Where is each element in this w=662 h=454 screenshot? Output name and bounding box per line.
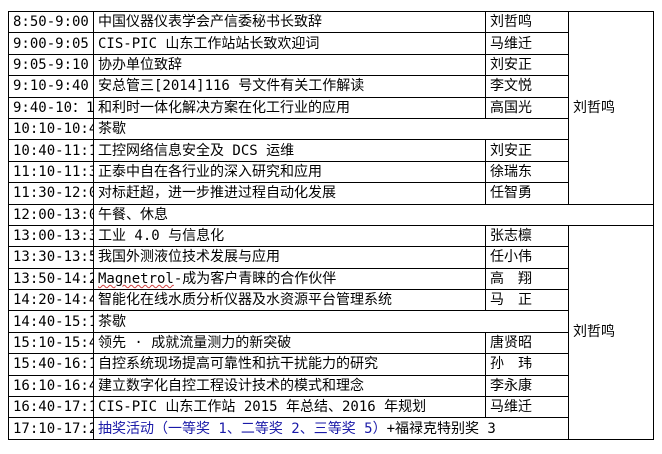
topic-cell: 抽奖活动（一等奖 1、二等奖 2、三等奖 5）+福禄克特别奖 3: [93, 417, 569, 440]
speaker-cell: 徐瑞东: [485, 160, 569, 184]
table-row: 13:50-14:20 Magnetrol-成为客户青睐的合作伙伴 高 翔: [8, 267, 654, 291]
time-cell: 13:00-13:30: [8, 224, 94, 248]
topic-cell: 建立数字化自控工程设计技术的模式和理念: [93, 374, 486, 398]
speaker-cell: 刘哲鸣: [485, 10, 569, 34]
time-cell: 9:05-9:10: [8, 53, 94, 77]
table-row: 11:30-12:00 对标赶超，进一步推进过程自动化发展 任智勇: [8, 182, 654, 205]
speaker-cell: 任智勇: [485, 182, 569, 205]
chair-cell: 刘哲鸣: [568, 11, 654, 205]
topic-cell: 智能化在线水质分析仪器及水资源平台管理系统: [93, 289, 486, 312]
time-cell: 16:10-16:40: [8, 374, 94, 398]
table-row: 13:30-13:50 我国外测液位技术发展与应用 任小伟: [8, 246, 654, 269]
table-row-lottery: 17:10-17:20 抽奖活动（一等奖 1、二等奖 2、三等奖 5）+福禄克特…: [8, 417, 654, 440]
speaker-cell: 孙 玮: [485, 353, 569, 376]
topic-cell: 对标赶超，进一步推进过程自动化发展: [93, 182, 486, 205]
table-row: 16:10-16:40 建立数字化自控工程设计技术的模式和理念 李永康: [8, 374, 654, 398]
topic-cell: 茶歇: [93, 117, 569, 141]
topic-cell: 和利时一体化解决方案在化工行业的应用: [93, 96, 486, 119]
speaker-cell: 马维迁: [485, 32, 569, 55]
table-row: 9:00-9:05 CIS-PIC 山东工作站站长致欢迎词 马维迁: [8, 32, 654, 55]
table-row: 10:10-10:40 茶歇: [8, 117, 654, 141]
spellcheck-word: Magnetrol: [98, 270, 174, 287]
time-cell: 8:50-9:00: [8, 10, 94, 34]
speaker-cell: 李文悦: [485, 75, 569, 98]
time-cell: 11:10-11:30: [8, 160, 94, 184]
time-cell: 9:00-9:05: [8, 32, 94, 55]
table-row: 10:40-11:10 工控网络信息安全及 DCS 运维 刘安正: [8, 139, 654, 162]
time-cell: 16:40-17:10: [8, 396, 94, 419]
lottery-text: 抽奖活动（一等奖 1、二等奖 2、三等奖 5）: [98, 420, 387, 437]
topic-text: -成为客户青睐的合作伙伴: [173, 270, 337, 287]
speaker-cell: 唐贤昭: [485, 331, 569, 355]
table-row: 9:05-9:10 协办单位致辞 刘安正: [8, 53, 654, 77]
topic-cell: 工控网络信息安全及 DCS 运维: [93, 139, 486, 162]
speaker-cell: 马维迁: [485, 396, 569, 419]
table-row: 9:40-10：10 和利时一体化解决方案在化工行业的应用 高国光: [8, 96, 654, 119]
time-cell: 9:10-9:40: [8, 75, 94, 98]
speaker-cell: 刘安正: [485, 53, 569, 77]
special-prize-text: +福禄克特别奖 3: [386, 420, 496, 437]
topic-cell: 茶歇: [93, 310, 569, 333]
time-cell: 12:00-13:00: [8, 203, 94, 226]
table-row: 14:20-14:40 智能化在线水质分析仪器及水资源平台管理系统 马 正: [8, 289, 654, 312]
time-cell: 9:40-10：10: [8, 96, 94, 119]
time-cell: 10:10-10:40: [8, 117, 94, 141]
table-row: 15:10-15:40 领先 · 成就流量测力的新突破 唐贤昭: [8, 331, 654, 355]
topic-cell: 领先 · 成就流量测力的新突破: [93, 331, 486, 355]
speaker-cell: 张志檩: [485, 224, 569, 248]
topic-cell: 中国仪器仪表学会产信委秘书长致辞: [93, 10, 486, 34]
time-cell: 13:50-14:20: [8, 267, 94, 291]
table-row: 8:50-9:00 中国仪器仪表学会产信委秘书长致辞 刘哲鸣 刘哲鸣: [8, 10, 654, 205]
time-cell: 14:40-15:10: [8, 310, 94, 333]
time-cell: 15:10-15:40: [8, 331, 94, 355]
topic-cell: 工业 4.0 与信息化: [93, 224, 486, 248]
topic-cell: 正泰中自在各行业的深入研究和应用: [93, 160, 486, 184]
topic-cell: 我国外测液位技术发展与应用: [93, 246, 486, 269]
topic-cell: Magnetrol-成为客户青睐的合作伙伴: [93, 267, 486, 291]
time-cell: 17:10-17:20: [8, 417, 94, 440]
topic-cell: 午餐、休息: [93, 203, 654, 226]
table-row-lunch: 12:00-13:00 午餐、休息: [8, 203, 654, 226]
speaker-cell: 高 翔: [485, 267, 569, 291]
chair-cell: 刘哲鸣: [568, 224, 654, 440]
time-cell: 13:30-13:50: [8, 246, 94, 269]
topic-cell: 自控系统现场提高可靠性和抗干扰能力的研究: [93, 353, 486, 376]
speaker-cell: 马 正: [485, 289, 569, 312]
speaker-cell: 任小伟: [485, 246, 569, 269]
topic-cell: CIS-PIC 山东工作站站长致欢迎词: [93, 32, 486, 55]
time-cell: 11:30-12:00: [8, 182, 94, 205]
agenda-table: 8:50-9:00 中国仪器仪表学会产信委秘书长致辞 刘哲鸣 刘哲鸣 9:00-…: [8, 10, 654, 440]
topic-cell: 安总管三[2014]116 号文件有关工作解读: [93, 75, 486, 98]
time-cell: 14:20-14:40: [8, 289, 94, 312]
speaker-cell: 李永康: [485, 374, 569, 398]
speaker-cell: 高国光: [485, 96, 569, 119]
topic-cell: 协办单位致辞: [93, 53, 486, 77]
table-row: 11:10-11:30 正泰中自在各行业的深入研究和应用 徐瑞东: [8, 160, 654, 184]
table-row: 14:40-15:10 茶歇: [8, 310, 654, 333]
table-row: 13:00-13:30 工业 4.0 与信息化 张志檩 刘哲鸣: [8, 224, 654, 440]
time-cell: 10:40-11:10: [8, 139, 94, 162]
table-row: 9:10-9:40 安总管三[2014]116 号文件有关工作解读 李文悦: [8, 75, 654, 98]
time-cell: 15:40-16:10: [8, 353, 94, 376]
speaker-cell: 刘安正: [485, 139, 569, 162]
topic-cell: CIS-PIC 山东工作站 2015 年总结、2016 年规划: [93, 396, 486, 419]
table-row: 15:40-16:10 自控系统现场提高可靠性和抗干扰能力的研究 孙 玮: [8, 353, 654, 376]
table-row: 16:40-17:10 CIS-PIC 山东工作站 2015 年总结、2016 …: [8, 396, 654, 419]
